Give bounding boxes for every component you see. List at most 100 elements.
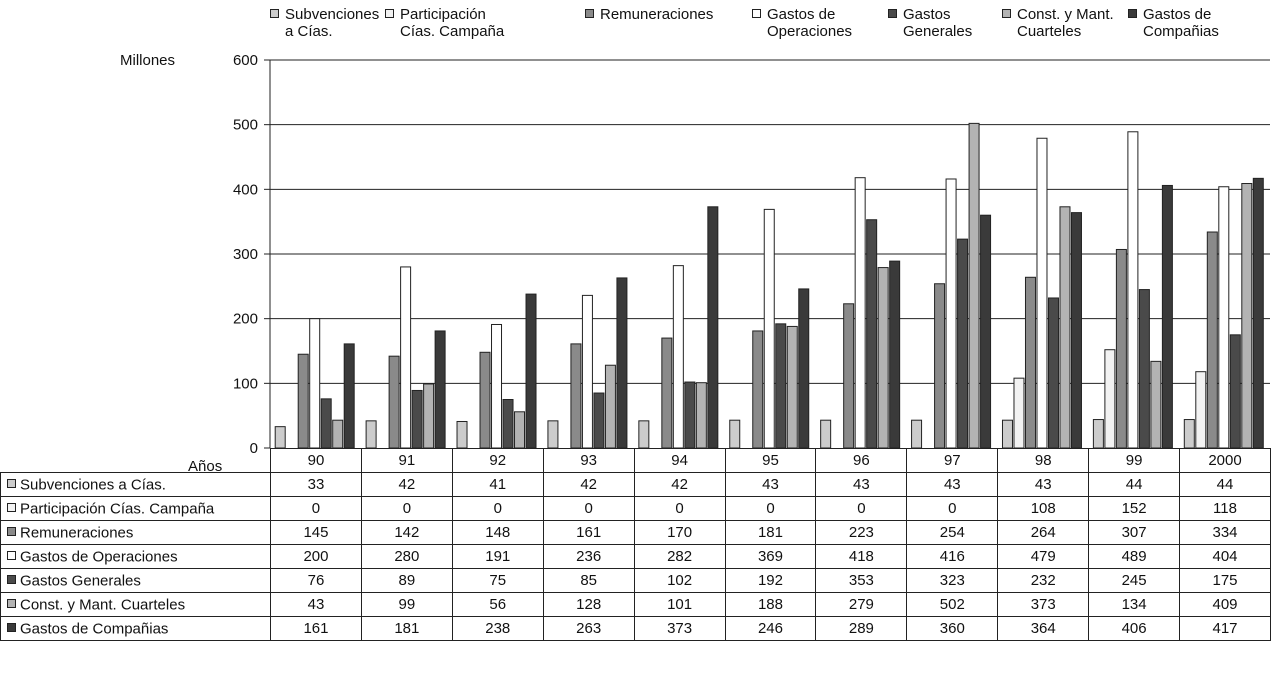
- table-cell: 479: [997, 544, 1090, 569]
- table-row: Gastos Generales 76 89 75 85 102 192 353 323 232 2…: [0, 568, 1271, 593]
- table-row: Subvenciones a Cías. 33 42 41 42 42 43 43 43 43 44…: [0, 472, 1271, 497]
- bar-92-series-7: [525, 293, 537, 449]
- bar-97-series-6: [968, 122, 980, 449]
- bar-95-series-4: [763, 208, 775, 449]
- bar-93-series-1: [547, 420, 559, 449]
- table-cell: 353: [815, 568, 908, 593]
- x-tick-label: 91: [360, 448, 453, 473]
- legend-swatch: [752, 9, 761, 18]
- bar-99-series-1: [1092, 419, 1104, 449]
- table-cell: 161: [270, 616, 362, 641]
- legend-swatch: [385, 9, 394, 18]
- bar-96-series-6: [877, 267, 889, 449]
- table-cell: 56: [451, 592, 544, 617]
- legend-item: Const. y Mant. Cuarteles: [1002, 6, 1114, 40]
- legend-label: Const. y Mant. Cuarteles: [1017, 6, 1114, 40]
- bar-95-series-3: [752, 330, 764, 449]
- x-tick-label: 95: [724, 448, 817, 473]
- table-cell: 142: [360, 520, 453, 545]
- x-tick-label: 93: [542, 448, 635, 473]
- table-row-header: Remuneraciones: [0, 520, 271, 545]
- table-cell: 181: [724, 520, 817, 545]
- legend-item: Gastos de Operaciones: [752, 6, 852, 40]
- series-swatch: [7, 551, 16, 561]
- bar-2000-series-1: [1183, 419, 1195, 449]
- bar-97-series-7: [980, 214, 992, 449]
- table-cell: 0: [633, 496, 726, 521]
- bar-99-series-7: [1161, 184, 1173, 449]
- x-tick-label: 92: [451, 448, 544, 473]
- table-cell: 282: [633, 544, 726, 569]
- table-cell: 89: [360, 568, 453, 593]
- series-swatch: [7, 503, 16, 513]
- x-tick-label: 98: [997, 448, 1090, 473]
- table-cell: 404: [1179, 544, 1271, 569]
- bar-90-series-4: [309, 318, 321, 449]
- bar-93-series-3: [570, 343, 582, 449]
- bar-98-series-1: [1001, 419, 1013, 449]
- bar-97-series-1: [911, 419, 923, 449]
- table-header-row: 90 91 92 93 94 95 96 97 98 99 2000: [1, 448, 1271, 473]
- bar-93-series-7: [616, 277, 628, 449]
- table-cell: 75: [451, 568, 544, 593]
- bar-93-series-6: [604, 364, 616, 449]
- table-cell: 101: [633, 592, 726, 617]
- table-cell: 236: [542, 544, 635, 569]
- table-cell: 360: [906, 616, 999, 641]
- table-cell: 85: [542, 568, 635, 593]
- bar-90-series-6: [332, 419, 344, 449]
- series-name: Gastos Generales: [20, 572, 141, 590]
- legend-label: Participación Cías. Campaña: [400, 6, 505, 40]
- y-tick-label: 100: [233, 375, 258, 392]
- legend-label: Gastos Generales: [903, 6, 973, 40]
- bar-90-series-1: [274, 426, 286, 449]
- legend-label: Gastos de Compañias: [1143, 6, 1219, 40]
- bar-2000-series-6: [1241, 183, 1253, 449]
- x-tick-label: 94: [633, 448, 726, 473]
- bar-97-series-4: [945, 178, 957, 449]
- table-cell: 161: [542, 520, 635, 545]
- data-table: 90 91 92 93 94 95 96 97 98 99 2000 Subvenciones a C…: [0, 448, 1271, 641]
- table-cell: 0: [815, 496, 908, 521]
- bar-95-series-7: [798, 288, 810, 449]
- y-axis-label: Millones: [120, 52, 176, 69]
- table-row-header: Const. y Mant. Cuarteles: [0, 592, 271, 617]
- table-cell: 134: [1088, 592, 1181, 617]
- table-cell: 42: [542, 472, 635, 497]
- bar-94-series-5: [684, 381, 696, 449]
- table-row: Const. y Mant. Cuarteles 43 99 56 128 101 188 2…: [0, 592, 1271, 617]
- table-cell: 175: [1179, 568, 1271, 593]
- table-cell: 364: [997, 616, 1090, 641]
- y-tick-label: 0: [250, 440, 258, 457]
- bar-91-series-1: [365, 420, 377, 449]
- table-cell: 417: [1179, 616, 1271, 641]
- bar-2000-series-5: [1229, 334, 1241, 449]
- series-name: Const. y Mant. Cuarteles: [20, 596, 186, 614]
- table-cell: 76: [270, 568, 362, 593]
- legend-item: Gastos de Compañias: [1128, 6, 1219, 40]
- table-cell: 280: [360, 544, 453, 569]
- legend-swatch: [270, 9, 279, 18]
- table-cell: 148: [451, 520, 544, 545]
- bar-92-series-1: [456, 420, 468, 449]
- bar-chart: 0 100 200 300 400 500 600: [233, 52, 1270, 457]
- table-cell: 152: [1088, 496, 1181, 521]
- table-cell: 44: [1179, 472, 1271, 497]
- table-row: Remuneraciones 145 142 148 161 170 181 223 254 26…: [0, 520, 1271, 545]
- table-cell: 223: [815, 520, 908, 545]
- table-cell: 323: [906, 568, 999, 593]
- series-swatch: [7, 599, 16, 609]
- bar-91-series-3: [388, 355, 400, 449]
- legend-item: Participación Cías. Campaña: [385, 6, 504, 40]
- bar-94-series-4: [672, 265, 684, 449]
- table-cell: 409: [1179, 592, 1271, 617]
- table-cell: 43: [724, 472, 817, 497]
- bar-98-series-2: [1013, 377, 1025, 449]
- table-row-header: Gastos de Operaciones: [0, 544, 271, 569]
- bar-2000-series-2: [1195, 371, 1207, 449]
- table-row-header: Gastos Generales: [0, 568, 271, 593]
- bar-93-series-4: [581, 294, 593, 449]
- bar-92-series-5: [502, 399, 514, 449]
- series-swatch: [7, 479, 16, 489]
- series-name: Gastos de Compañias: [20, 620, 169, 638]
